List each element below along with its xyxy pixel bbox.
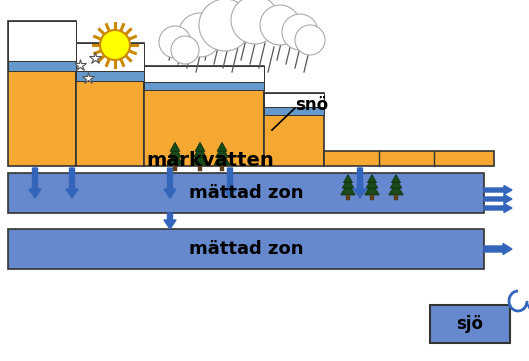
Bar (8, 21, 76, 61)
Text: mättad zon: mättad zon (189, 184, 303, 202)
FancyArrow shape (484, 195, 512, 204)
Polygon shape (341, 182, 355, 195)
Polygon shape (214, 151, 230, 165)
Circle shape (231, 0, 279, 44)
Polygon shape (368, 174, 377, 183)
FancyArrow shape (164, 168, 176, 198)
Text: sjö: sjö (457, 315, 484, 333)
Bar (76, 71, 144, 81)
Polygon shape (194, 146, 206, 157)
Polygon shape (391, 174, 400, 183)
Bar (76, 43, 144, 166)
Polygon shape (217, 142, 227, 151)
Circle shape (100, 30, 130, 60)
Polygon shape (342, 178, 354, 188)
Bar (144, 66, 264, 166)
Circle shape (295, 25, 325, 55)
Circle shape (260, 5, 300, 45)
Bar (394, 195, 398, 200)
Circle shape (199, 0, 251, 51)
Polygon shape (170, 142, 180, 151)
Polygon shape (169, 146, 181, 157)
Text: snö: snö (295, 96, 328, 114)
Polygon shape (192, 151, 208, 165)
Bar (264, 93, 324, 166)
Bar (144, 82, 264, 90)
FancyArrow shape (224, 168, 236, 198)
FancyArrow shape (164, 213, 176, 229)
Text: mättad zon: mättad zon (189, 240, 303, 258)
Bar (324, 151, 494, 166)
FancyArrow shape (484, 186, 512, 195)
FancyArrow shape (484, 244, 512, 255)
Bar (144, 66, 264, 82)
Polygon shape (195, 142, 205, 151)
Polygon shape (365, 182, 379, 195)
Bar (8, 61, 76, 71)
Polygon shape (343, 174, 352, 183)
Bar (346, 195, 350, 200)
Text: markvatten: markvatten (146, 152, 274, 170)
Bar (430, 305, 510, 343)
Bar (8, 21, 76, 166)
Bar (76, 43, 144, 71)
FancyArrow shape (66, 168, 78, 198)
Circle shape (171, 36, 199, 64)
Polygon shape (390, 178, 402, 188)
Polygon shape (215, 146, 229, 157)
Bar (264, 93, 324, 107)
Bar (264, 107, 324, 115)
Bar (173, 165, 177, 171)
Circle shape (282, 14, 318, 50)
Circle shape (178, 13, 222, 57)
FancyArrow shape (29, 168, 41, 198)
Polygon shape (389, 182, 403, 195)
Bar (8, 173, 484, 213)
FancyArrow shape (354, 168, 366, 198)
Circle shape (159, 26, 191, 58)
Polygon shape (167, 151, 183, 165)
Bar (8, 229, 484, 269)
Polygon shape (366, 178, 378, 188)
Bar (198, 165, 202, 171)
Bar (370, 195, 374, 200)
Bar (220, 165, 224, 171)
FancyArrow shape (484, 204, 512, 213)
